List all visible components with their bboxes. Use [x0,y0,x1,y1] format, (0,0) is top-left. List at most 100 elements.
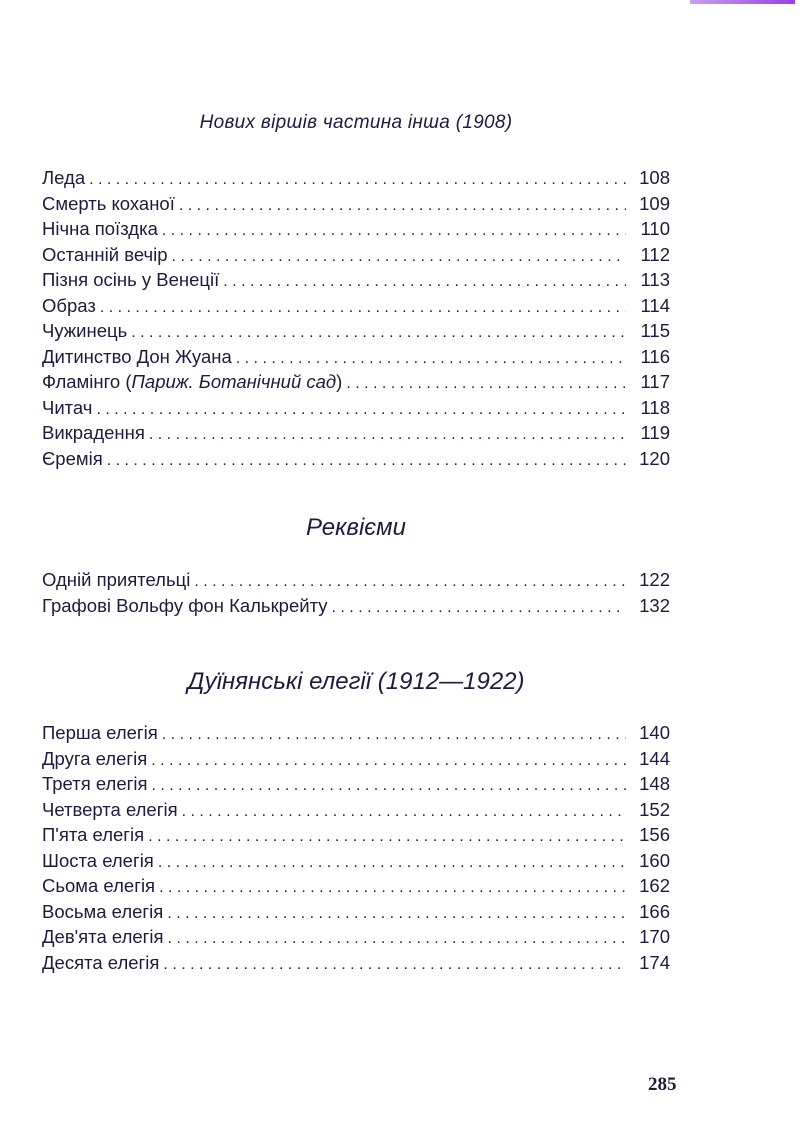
dot-leader [148,824,626,850]
page-number: 285 [648,1074,677,1095]
toc-entry[interactable]: Шоста елегія 160 [42,848,670,874]
entry-title-text: Образ [42,294,96,316]
toc-entry[interactable]: Третя елегія 148 [42,771,670,797]
section-heading: Дуїнянські елегії (1912—1922) [187,668,525,695]
entry-title: Фламінго (Париж. Ботанічний сад) [42,369,342,395]
entry-title: Графові Вольфу фон Калькрейту [42,593,328,619]
toc-entry[interactable]: Графові Вольфу фон Калькрейту 132 [42,593,670,619]
entry-title-text: Читач [42,396,93,418]
dot-leader [162,722,626,748]
toc-entry[interactable]: Одній приятельці 122 [42,567,670,593]
entry-page-number: 140 [639,722,670,743]
entry-page-number: 152 [639,798,670,820]
entry-title-text: Дев'ята елегія [42,926,164,947]
entry-title-text: Третя елегія [42,773,148,794]
dot-leader [89,167,626,193]
entry-page-number: 166 [639,900,670,922]
toc-entry[interactable]: Сьома елегія 162 [42,873,670,899]
entry-title: Чужинець [42,318,127,344]
toc-entry[interactable]: Дев'ята елегія 170 [42,924,670,950]
page-edge-mark [690,0,795,4]
entry-title-text: Фламінго ( [42,371,132,392]
toc-list: Одній приятельці 122 Графові Вольфу фон Ка… [42,567,670,618]
entry-title-text: Дитинство Дон Жуана [42,345,232,367]
toc-entry[interactable]: Пізня осінь у Венеції 113 [42,267,670,293]
dot-leader [131,320,626,346]
entry-title-text: Одній приятельці [42,569,191,590]
entry-title-text: Останній вечір [42,243,168,265]
entry-title-text: Чужинець [42,320,128,341]
dot-leader [182,799,626,825]
entry-title: Дитинство Дон Жуана [42,344,232,370]
dot-leader [152,773,627,799]
entry-title: Шоста елегія [42,848,154,874]
entry-title: Перша елегія [42,720,158,746]
entry-title: Читач [42,395,92,421]
toc-entry[interactable]: Образ 114 [42,293,670,319]
toc-entry[interactable]: Друга елегія 144 [42,746,670,772]
dot-leader [163,952,626,978]
toc-entry[interactable]: Десята елегія 174 [42,950,670,976]
toc-entry[interactable]: Єремія 120 [42,446,670,472]
entry-page-number: 109 [639,192,670,214]
toc-entry[interactable]: Восьма елегія 166 [42,899,670,925]
toc-entry[interactable]: Нічна поїздка 110 [42,216,670,242]
dot-leader [223,269,626,295]
entry-page-number: 117 [640,371,671,392]
entry-title: Образ [42,293,96,319]
section-heading: Нових віршів частина інша (1908) [199,112,513,133]
entry-title: Третя елегія [42,771,148,797]
toc-entry[interactable]: Перша елегія 140 [42,720,670,746]
entry-page-number: 160 [639,849,670,871]
entry-title-text: Єремія [42,447,103,469]
entry-page-number: 162 [639,875,670,896]
toc-entry[interactable]: Леда 108 [42,165,670,191]
entry-title-text: П'ята елегія [42,824,145,845]
toc-entry[interactable]: Четверта елегія 152 [42,797,670,823]
entry-title-text: Перша елегія [42,722,158,743]
entry-page-number: 120 [639,447,670,469]
toc-entry[interactable]: Викрадення 119 [42,420,670,446]
entry-page-number: 170 [639,926,670,947]
entry-page-number: 114 [640,294,671,316]
entry-title-text: Десята елегія [42,951,160,973]
entry-title-text: Пізня осінь у Венеції [42,269,220,290]
entry-page-number: 144 [639,747,670,769]
toc-entry[interactable]: Дитинство Дон Жуана 116 [42,344,670,370]
toc-entry[interactable]: Фламінго (Париж. Ботанічний сад) 117 [42,369,670,395]
dot-leader [346,371,626,397]
entry-title: Леда [42,165,85,191]
toc-entry[interactable]: Чужинець 115 [42,318,670,344]
entry-title: П'ята елегія [42,822,144,848]
dot-leader [158,850,626,876]
dot-leader [194,569,626,595]
dot-leader [96,397,626,423]
entry-page-number: 108 [639,167,670,188]
toc-entry[interactable]: П'ята елегія 156 [42,822,670,848]
entry-title-text: Шоста елегія [42,849,154,871]
entry-title-text: Сьома елегія [42,875,156,896]
entry-title: Пізня осінь у Венеції [42,267,219,293]
entry-page-number: 132 [639,594,670,616]
entry-page-number: 148 [639,773,670,794]
entry-title: Одній приятельці [42,567,190,593]
entry-page-number: 112 [640,243,671,265]
section-heading: Реквієми [306,514,406,541]
entry-title: Нічна поїздка [42,216,158,242]
entry-title: Десята елегія [42,950,159,976]
entry-title: Сьома елегія [42,873,155,899]
toc-entry[interactable]: Читач 118 [42,395,670,421]
entry-title: Смерть коханої [42,191,175,217]
dot-leader [107,448,626,474]
toc-entry[interactable]: Останній вечір 112 [42,242,670,268]
dot-leader [172,244,626,270]
entry-title-close: ) [336,371,343,392]
entry-page-number: 122 [639,569,670,590]
dot-leader [168,926,626,952]
entry-page-number: 174 [639,951,670,973]
toc-entry[interactable]: Смерть коханої 109 [42,191,670,217]
entry-page-number: 115 [640,320,671,341]
entry-page-number: 118 [640,396,671,418]
toc-list: Леда 108 Смерть коханої 109 Нічна поїздка 110… [42,165,670,471]
entry-title-text: Графові Вольфу фон Калькрейту [42,594,328,616]
